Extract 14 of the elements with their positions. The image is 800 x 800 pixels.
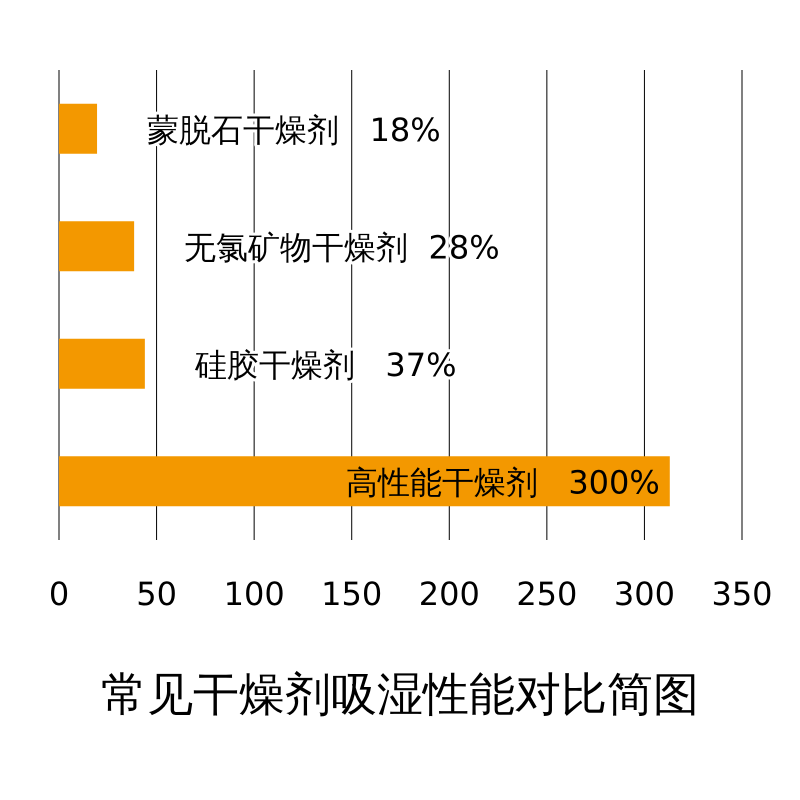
x-tick-label: 200 <box>418 575 480 613</box>
text: 常见干燥剂吸湿性能对比简图 <box>101 667 699 721</box>
x-tick-label: 0 <box>48 575 70 613</box>
x-tick-label: 150 <box>321 575 382 613</box>
bar <box>59 221 134 272</box>
x-tick-label: 100 <box>224 575 285 613</box>
y-tick-label: 高性能干燥剂 300% <box>346 463 660 502</box>
bar <box>59 338 145 389</box>
bar <box>59 456 670 506</box>
bar <box>59 104 98 154</box>
x-tick-label: 350 <box>711 575 773 613</box>
x-tick-label: 50 <box>136 575 177 613</box>
x-tick-label: 300 <box>614 575 675 613</box>
x-tick-label: 250 <box>516 575 578 613</box>
